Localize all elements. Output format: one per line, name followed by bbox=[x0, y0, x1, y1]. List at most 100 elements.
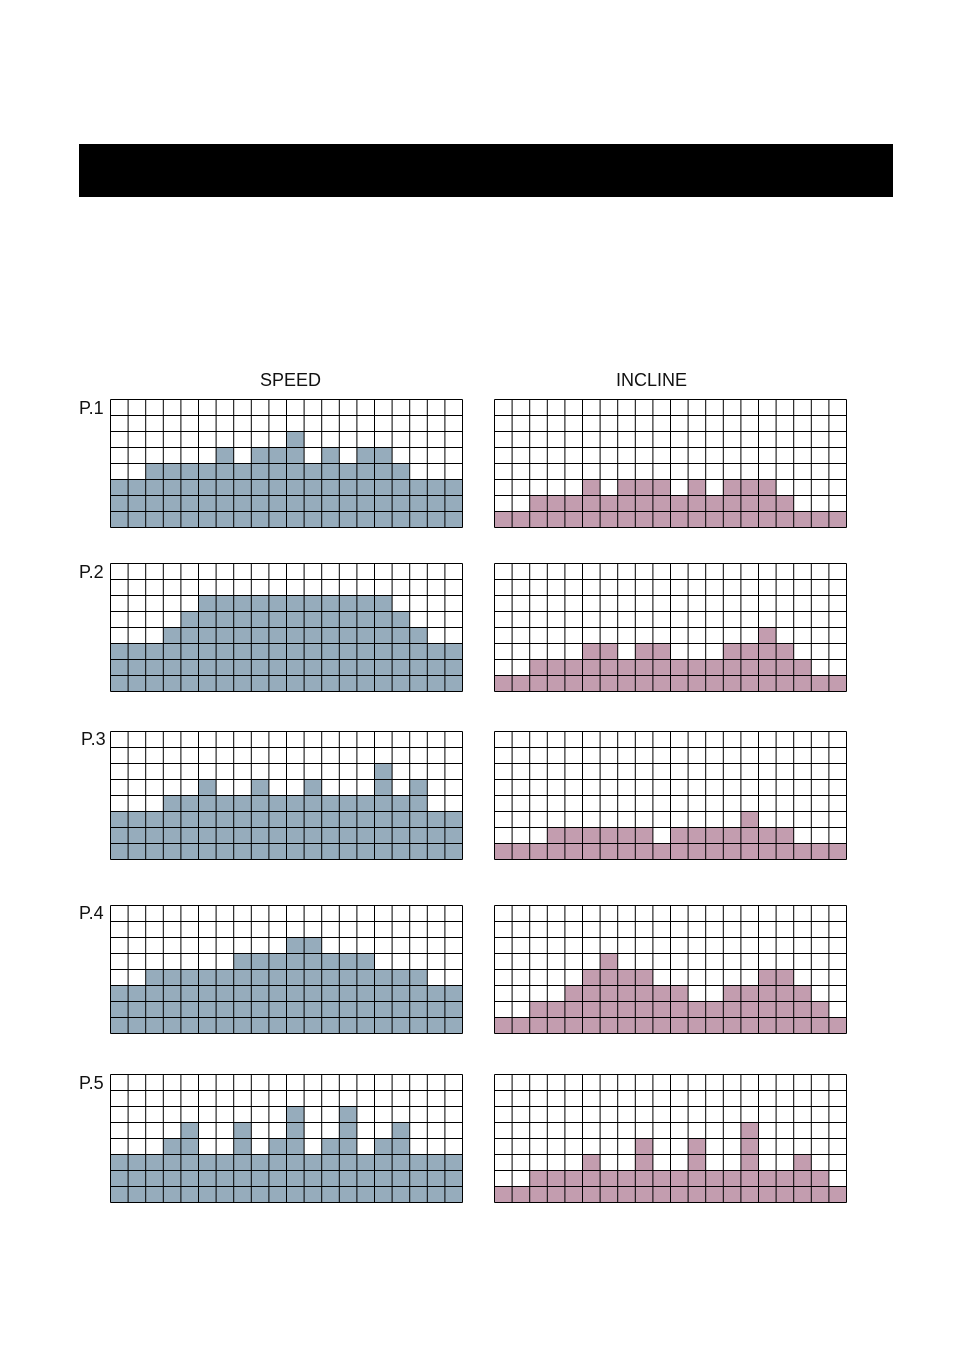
p1-speed-segment-1 bbox=[110, 479, 129, 528]
p5-incline-segment-15 bbox=[740, 1122, 759, 1203]
p2-incline-grid bbox=[494, 563, 847, 692]
p3-speed-segment-1 bbox=[110, 811, 129, 860]
p5-speed-segment-20 bbox=[444, 1154, 463, 1203]
p4-incline-segment-20 bbox=[828, 1017, 847, 1034]
program-label-p4: P.4 bbox=[79, 903, 104, 923]
p3-speed-segment-3 bbox=[145, 811, 164, 860]
p1-incline-segment-2 bbox=[512, 511, 530, 528]
p2-speed-grid bbox=[110, 563, 463, 692]
p2-incline-segment-2 bbox=[512, 675, 530, 692]
p2-incline-segment-19 bbox=[811, 675, 829, 692]
p4-speed-segment-14 bbox=[339, 953, 357, 1034]
p2-speed-segment-17 bbox=[392, 611, 410, 692]
p3-incline-segment-20 bbox=[828, 843, 847, 860]
p4-speed-grid bbox=[110, 905, 463, 1034]
p3-incline-segment-15 bbox=[740, 811, 759, 860]
p1-speed-segment-20 bbox=[444, 479, 463, 528]
p4-incline-segment-11 bbox=[670, 985, 689, 1034]
p2-speed-segment-3 bbox=[145, 643, 164, 692]
program-label-p5: P.5 bbox=[79, 1073, 104, 1093]
p2-incline-segment-7 bbox=[600, 643, 618, 692]
p3-speed-segment-19 bbox=[427, 811, 445, 860]
p2-incline-segment-9 bbox=[635, 643, 653, 692]
p4-incline-segment-18 bbox=[793, 985, 812, 1034]
p5-speed-segment-15 bbox=[356, 1154, 375, 1203]
p3-incline-segment-10 bbox=[652, 843, 671, 860]
p1-speed-segment-13 bbox=[321, 447, 340, 528]
p3-incline-gridlines bbox=[494, 731, 847, 860]
p5-incline-gridlines bbox=[494, 1074, 847, 1203]
p1-speed-segment-16 bbox=[374, 447, 393, 528]
p4-incline-gridlines bbox=[494, 905, 847, 1034]
program-label-p3: P.3 bbox=[81, 729, 106, 749]
section-header-bar bbox=[79, 144, 893, 197]
p4-incline-segment-5 bbox=[564, 985, 583, 1034]
p2-speed-segment-19 bbox=[427, 643, 445, 692]
p1-speed-segment-2 bbox=[128, 479, 146, 528]
p1-incline-segment-18 bbox=[793, 511, 812, 528]
p1-speed-gridlines bbox=[110, 399, 463, 528]
p5-speed-segment-8 bbox=[233, 1122, 252, 1203]
p1-speed-segment-15 bbox=[356, 447, 375, 528]
p4-incline-grid bbox=[494, 905, 847, 1034]
p3-speed-segment-12 bbox=[304, 779, 322, 860]
p5-incline-segment-18 bbox=[793, 1154, 812, 1203]
p3-incline-segment-19 bbox=[811, 843, 829, 860]
p5-speed-segment-3 bbox=[145, 1154, 164, 1203]
p5-incline-segment-2 bbox=[512, 1186, 530, 1203]
p4-speed-segment-20 bbox=[444, 985, 463, 1034]
p5-speed-segment-6 bbox=[198, 1154, 217, 1203]
p1-incline-segment-6 bbox=[582, 479, 601, 528]
p2-speed-segment-5 bbox=[180, 611, 199, 692]
p5-incline-grid bbox=[494, 1074, 847, 1203]
p4-speed-segment-2 bbox=[128, 985, 146, 1034]
p1-incline-segment-14 bbox=[723, 479, 741, 528]
p1-incline-gridlines bbox=[494, 399, 847, 528]
p2-incline-segment-14 bbox=[723, 643, 741, 692]
p2-incline-segment-6 bbox=[582, 643, 601, 692]
p5-speed-segment-7 bbox=[216, 1154, 234, 1203]
p2-speed-gridlines bbox=[110, 563, 463, 692]
p2-incline-segment-17 bbox=[776, 643, 794, 692]
p3-speed-segment-18 bbox=[409, 779, 428, 860]
p1-speed-grid bbox=[110, 399, 463, 528]
p4-speed-segment-8 bbox=[233, 953, 252, 1034]
p1-incline-segment-20 bbox=[828, 511, 847, 528]
p1-speed-segment-7 bbox=[216, 447, 234, 528]
p4-speed-gridlines bbox=[110, 905, 463, 1034]
p5-speed-segment-18 bbox=[409, 1154, 428, 1203]
p3-incline-segment-2 bbox=[512, 843, 530, 860]
p5-speed-segment-9 bbox=[251, 1154, 269, 1203]
p2-incline-segment-10 bbox=[652, 643, 671, 692]
p3-speed-segment-6 bbox=[198, 779, 217, 860]
p4-speed-segment-19 bbox=[427, 985, 445, 1034]
p1-speed-segment-19 bbox=[427, 479, 445, 528]
p4-incline-segment-7 bbox=[600, 953, 618, 1034]
p5-incline-segment-1 bbox=[494, 1186, 513, 1203]
p4-incline-segment-2 bbox=[512, 1017, 530, 1034]
p3-incline-grid bbox=[494, 731, 847, 860]
p5-speed-grid bbox=[110, 1074, 463, 1203]
p3-incline-segment-3 bbox=[529, 843, 548, 860]
p1-incline-grid bbox=[494, 399, 847, 528]
p5-speed-segment-12 bbox=[304, 1154, 322, 1203]
p3-incline-segment-1 bbox=[494, 843, 513, 860]
p3-speed-gridlines bbox=[110, 731, 463, 860]
p1-incline-segment-10 bbox=[652, 479, 671, 528]
p1-incline-segment-12 bbox=[688, 479, 706, 528]
p1-incline-segment-9 bbox=[635, 479, 653, 528]
p1-incline-segment-8 bbox=[617, 479, 636, 528]
p1-incline-segment-16 bbox=[758, 479, 777, 528]
p5-speed-segment-1 bbox=[110, 1154, 129, 1203]
p3-speed-segment-2 bbox=[128, 811, 146, 860]
program-label-p1: P.1 bbox=[79, 398, 104, 418]
p1-speed-segment-18 bbox=[409, 479, 428, 528]
p4-speed-segment-9 bbox=[251, 953, 269, 1034]
p4-speed-segment-1 bbox=[110, 985, 129, 1034]
p1-incline-segment-15 bbox=[740, 479, 759, 528]
p5-incline-segment-6 bbox=[582, 1154, 601, 1203]
p5-speed-gridlines bbox=[110, 1074, 463, 1203]
p4-speed-segment-10 bbox=[268, 953, 287, 1034]
p3-incline-segment-18 bbox=[793, 843, 812, 860]
p4-speed-segment-15 bbox=[356, 953, 375, 1034]
